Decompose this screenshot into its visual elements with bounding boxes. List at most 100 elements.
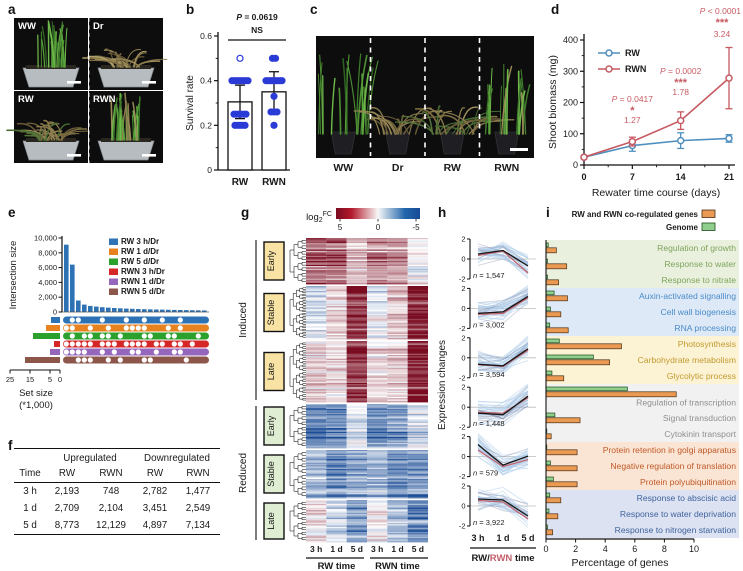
intersection-bar <box>154 309 159 312</box>
coregulated-bar <box>545 529 554 536</box>
heatmap-cell <box>346 519 367 521</box>
y-tick-label: 300 <box>563 66 578 76</box>
table-cell: 7,134 <box>185 520 211 531</box>
heatmap-cell <box>346 538 367 540</box>
heatmap-cell <box>306 508 327 511</box>
heatmap-cell <box>306 365 327 367</box>
heatmap-cell <box>387 341 408 343</box>
heatmap-cell <box>326 484 347 486</box>
heatmap-cell <box>387 365 408 367</box>
heatmap-cell <box>306 475 327 477</box>
heatmap-cell <box>407 278 428 281</box>
heatmap-cell <box>387 244 408 247</box>
table-cell: 2,549 <box>185 503 211 514</box>
heatmap-cell <box>367 315 388 317</box>
heatmap-cell <box>387 252 408 254</box>
heatmap-cell <box>346 294 367 297</box>
panel-b-survival-chart: Survival rate 0 0.2 0.4 0.6 RW RWN P = 0.0619 NS <box>182 0 298 200</box>
matrix-open-dot <box>135 325 141 331</box>
setsize-tick-label: 25 <box>6 375 14 384</box>
heatmap-cell <box>346 485 367 488</box>
heatmap-cell <box>306 395 327 398</box>
heatmap-cell <box>387 404 408 406</box>
heatmap-cell <box>326 353 347 356</box>
heatmap-cell <box>326 318 347 321</box>
heatmap-cell <box>326 534 347 537</box>
heatmap-cell <box>306 281 327 284</box>
heatmap-cell <box>306 427 327 430</box>
heatmap-cell <box>326 444 347 446</box>
heatmap-cell <box>407 307 428 310</box>
heatmap-cell <box>367 502 388 505</box>
tspan-element: n <box>473 518 477 527</box>
heatmap-cell <box>367 386 388 389</box>
heatmap-cell <box>367 495 388 498</box>
heatmap-cell <box>346 481 367 484</box>
heatmap-cell <box>306 272 327 275</box>
heatmap-cell <box>387 468 408 471</box>
heatmap-cell <box>306 327 327 330</box>
tspan-element: = 1,448 <box>477 419 504 428</box>
heatmap-cell <box>407 419 428 421</box>
heatmap-cell <box>306 407 327 410</box>
coregulated-bar <box>545 481 578 488</box>
heatmap-cell <box>306 462 327 465</box>
heatmap-cell <box>346 257 367 259</box>
heatmap-cell <box>407 400 428 403</box>
heatmap-cell <box>306 366 327 369</box>
heatmap-cell <box>387 268 408 271</box>
heatmap-cell <box>346 249 367 252</box>
heatmap-cell <box>407 482 428 485</box>
heatmap-cell <box>367 427 388 430</box>
heatmap-cell <box>346 476 367 479</box>
heatmap-cell <box>326 451 347 453</box>
trace <box>477 300 529 313</box>
heatmap-cell <box>367 539 388 542</box>
heatmap-cell <box>387 261 408 263</box>
heatmap-cell <box>306 376 327 379</box>
heatmap-cell <box>306 406 327 409</box>
heatmap-cell <box>346 325 367 327</box>
x-tick-label: 7 <box>630 172 635 182</box>
heatmap-cell <box>326 441 347 444</box>
heatmap-cell <box>346 427 367 430</box>
y-tick-label: 0 <box>461 452 465 461</box>
heatmap-cell <box>346 368 367 371</box>
heatmap-cell <box>306 441 327 444</box>
setsize-bar <box>50 349 60 355</box>
heatmap-cell <box>326 249 347 252</box>
heatmap-cell <box>407 287 428 289</box>
panel-h-expression-profiles: Expression changes 2 0 -2 n = 1,547 2 0 -2 n = 3… <box>436 200 542 571</box>
setsize-bar <box>33 333 60 339</box>
heatmap-cell <box>367 520 388 523</box>
heatmap-cell <box>367 309 388 312</box>
heatmap-cell <box>407 414 428 416</box>
heatmap-cell <box>407 244 428 247</box>
heatmap-cell <box>367 470 388 472</box>
heatmap-cell <box>387 503 408 506</box>
heatmap-cell <box>306 266 327 268</box>
matrix-open-dot <box>183 357 189 363</box>
heatmap-cell <box>407 371 428 374</box>
heatmap-cell <box>387 333 408 336</box>
heatmap-cell <box>387 466 408 469</box>
heatmap-cell <box>387 461 408 464</box>
heatmap-cell <box>346 371 367 374</box>
trace <box>477 303 529 324</box>
heatmap-cell <box>367 538 388 540</box>
heatmap-cell <box>306 238 327 240</box>
heatmap-cell <box>367 320 388 322</box>
heatmap-cell <box>367 269 388 272</box>
heatmap-cell <box>387 330 408 332</box>
heatmap-cell <box>387 521 408 524</box>
heatmap-cell <box>387 281 408 284</box>
plant-blade <box>133 52 147 68</box>
matrix-open-dot <box>177 325 183 331</box>
heatmap-cell <box>387 291 408 293</box>
intersection-bar <box>196 310 201 312</box>
heatmap-cell <box>306 308 327 311</box>
heatmap-cell <box>306 491 327 494</box>
heatmap-cell <box>326 535 347 538</box>
coregulated-bar <box>545 513 559 520</box>
series-line <box>583 77 730 158</box>
